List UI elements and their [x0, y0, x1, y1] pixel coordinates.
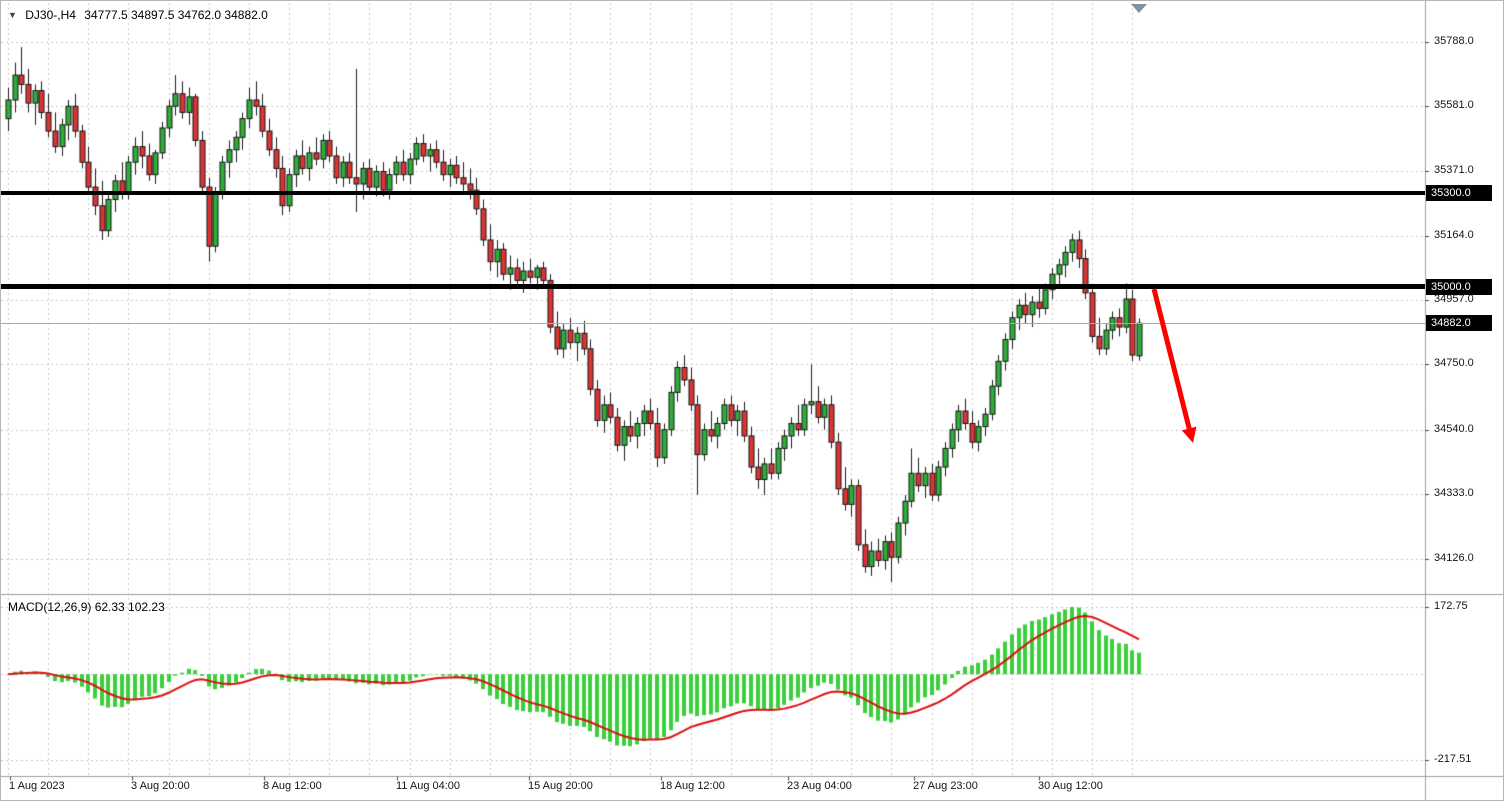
symbol-marker-icon: ▼ [8, 10, 17, 20]
price-axis-tick-label: 34957.0 [1434, 293, 1474, 305]
time-axis-tick-label: 23 Aug 04:00 [787, 780, 852, 792]
resistance-price-badge: 35300.0 [1426, 185, 1492, 202]
horizontal-price-line[interactable] [1, 284, 1425, 290]
price-axis-tick-label: 34750.0 [1434, 357, 1474, 370]
macd-indicator-label: MACD(12,26,9) 62.33 102.23 [8, 600, 165, 614]
horizontal-price-line[interactable] [1, 191, 1425, 196]
time-axis-tick-label: 30 Aug 12:00 [1038, 780, 1103, 792]
support-price-badge: 35000.0 [1426, 278, 1492, 295]
time-axis-tick-label: 11 Aug 04:00 [396, 780, 461, 792]
symbol-ohlc-line: ▼ DJ30-,H4 34777.5 34897.5 34762.0 34882… [8, 8, 273, 22]
time-axis-tick-label: 15 Aug 20:00 [528, 780, 593, 792]
price-axis-tick-label: 34540.0 [1434, 422, 1474, 435]
time-axis-tick-label: 8 Aug 12:00 [263, 780, 322, 792]
sell-arrow-annotation[interactable] [1141, 283, 1211, 463]
price-axis-tick-label: 34126.0 [1434, 551, 1474, 564]
time-axis-tick-label: 18 Aug 12:00 [660, 780, 725, 792]
time-axis-tick-label: 1 Aug 2023 [9, 780, 65, 792]
current-price-line [1, 323, 1425, 325]
price-axis-tick-label: 34333.0 [1434, 487, 1474, 500]
ohlc-values: 34777.5 34897.5 34762.0 34882.0 [84, 8, 268, 22]
macd-axis-tick-label: 172.75 [1434, 599, 1468, 612]
current-price-badge: 34882.0 [1426, 315, 1492, 332]
price-axis-tick-label: 35788.0 [1434, 34, 1474, 47]
time-axis-tick-label: 3 Aug 20:00 [131, 780, 190, 792]
price-axis-tick-label: 35581.0 [1434, 98, 1474, 111]
price-axis-tick-label: 35164.0 [1434, 228, 1474, 241]
time-axis-tick-label: 27 Aug 23:00 [913, 780, 978, 792]
chart-shift-marker-icon[interactable] [1131, 4, 1147, 13]
macd-axis-tick-label: -217.51 [1434, 752, 1472, 765]
symbol-period-label: DJ30-,H4 [25, 8, 76, 22]
price-axis-tick-label: 35371.0 [1434, 164, 1474, 177]
